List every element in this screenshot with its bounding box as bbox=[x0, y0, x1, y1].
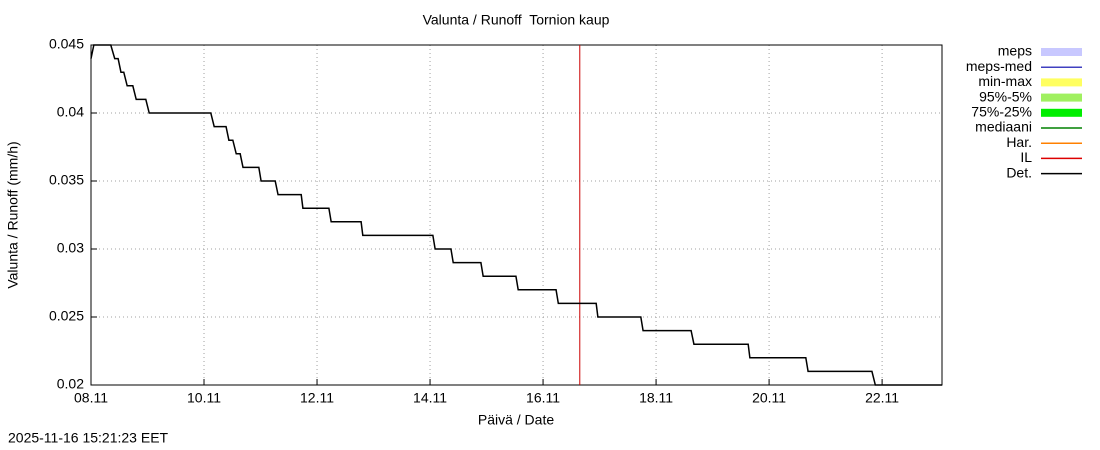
y-tick-label: 0.02 bbox=[57, 376, 84, 392]
legend-label: 75%-25% bbox=[971, 104, 1032, 120]
legend-label: Har. bbox=[1006, 134, 1032, 150]
y-tick-label: 0.035 bbox=[49, 172, 84, 188]
legend-label: min-max bbox=[978, 73, 1032, 89]
legend-label: 95%-5% bbox=[979, 88, 1032, 104]
x-tick-label: 20.11 bbox=[752, 390, 786, 406]
x-tick-label: 16.11 bbox=[526, 390, 560, 406]
x-axis-label: Päivä / Date bbox=[478, 412, 554, 428]
x-tick-label: 22.11 bbox=[865, 390, 899, 406]
timestamp: 2025-11-16 15:21:23 EET bbox=[8, 430, 169, 446]
y-tick-label: 0.03 bbox=[57, 240, 84, 256]
plot-frame bbox=[90, 44, 943, 386]
y-tick-label: 0.04 bbox=[57, 104, 84, 120]
chart-title: Valunta / Runoff Tornion kaup bbox=[423, 12, 610, 28]
legend-label: meps-med bbox=[966, 58, 1032, 74]
legend-swatch bbox=[1041, 48, 1082, 56]
legend-label: mediaani bbox=[975, 119, 1032, 135]
x-tick-label: 18.11 bbox=[639, 390, 673, 406]
legend-label: Det. bbox=[1006, 164, 1032, 180]
legend-label: IL bbox=[1020, 149, 1032, 165]
legend-swatch bbox=[1041, 93, 1082, 102]
legend-label: meps bbox=[998, 43, 1032, 59]
data-line bbox=[90, 44, 942, 386]
x-tick-label: 10.11 bbox=[187, 390, 221, 406]
x-tick-label: 14.11 bbox=[413, 390, 447, 406]
y-axis-label: Valunta / Runoff (mm/h) bbox=[5, 141, 21, 288]
x-tick-label: 12.11 bbox=[300, 390, 334, 406]
legend-swatch bbox=[1041, 108, 1082, 117]
legend-swatch bbox=[1041, 78, 1082, 87]
y-tick-label: 0.025 bbox=[49, 308, 84, 324]
x-tick-label: 08.11 bbox=[74, 390, 108, 406]
y-tick-label: 0.045 bbox=[49, 36, 84, 52]
